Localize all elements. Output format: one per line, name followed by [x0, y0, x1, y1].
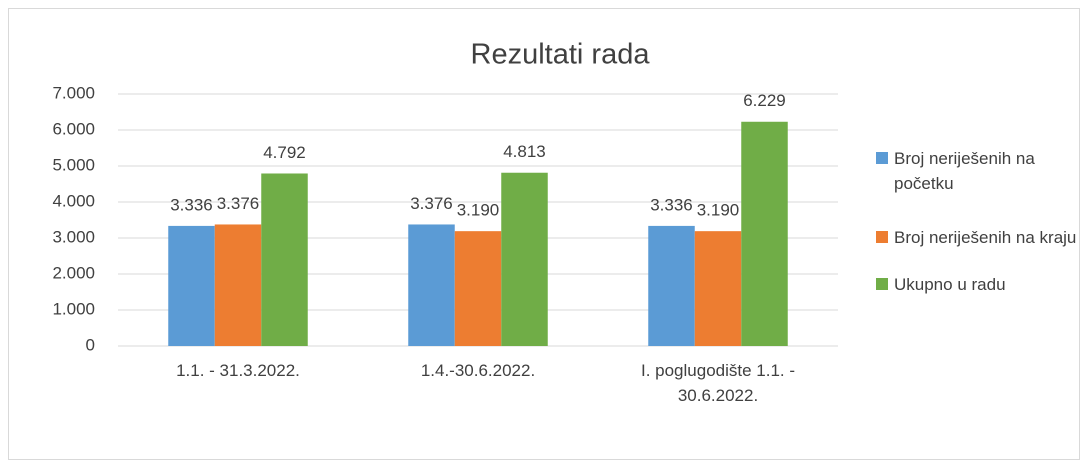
x-tick-label: 1.4.-30.6.2022. [420, 361, 536, 380]
bar [694, 231, 742, 346]
bar [214, 224, 262, 346]
y-tick-label: 3.000 [52, 227, 95, 246]
y-tick-label: 0 [86, 335, 95, 354]
y-tick-label: 2.000 [52, 263, 95, 282]
y-tick-label: 4.000 [52, 191, 95, 210]
bar [408, 224, 455, 346]
data-label: 3.190 [697, 201, 740, 220]
legend-swatch [876, 278, 888, 290]
data-label: 3.190 [457, 201, 500, 220]
legend-label: Ukupno u radu [894, 275, 1006, 294]
y-tick-label: 1.000 [52, 299, 95, 318]
bar [168, 225, 215, 346]
legend-label: Broj neriješenih na početku [894, 149, 1035, 193]
legend-label: Broj neriješenih na kraju [894, 228, 1077, 247]
data-label: 4.813 [503, 142, 546, 161]
y-tick-label: 6.000 [52, 119, 95, 138]
x-tick-label: I. poglugodište 1.1. - 30.6.2022. [640, 361, 796, 405]
x-tick-label: 1.1. - 31.3.2022. [176, 361, 300, 380]
bar [454, 231, 502, 346]
bar [648, 225, 695, 346]
y-tick-label: 7.000 [52, 83, 95, 102]
data-label: 4.792 [263, 143, 306, 162]
legend-swatch [876, 231, 888, 243]
chart-title: Rezultati rada [471, 39, 651, 71]
bar [261, 173, 308, 346]
y-tick-label: 5.000 [52, 155, 95, 174]
data-label: 6.229 [743, 91, 786, 110]
data-label: 3.376 [410, 194, 453, 213]
legend-swatch [876, 152, 888, 164]
bar [741, 121, 788, 346]
data-label: 3.336 [170, 195, 213, 214]
data-label: 3.376 [217, 194, 260, 213]
data-label: 3.336 [650, 195, 693, 214]
bar [501, 172, 548, 346]
